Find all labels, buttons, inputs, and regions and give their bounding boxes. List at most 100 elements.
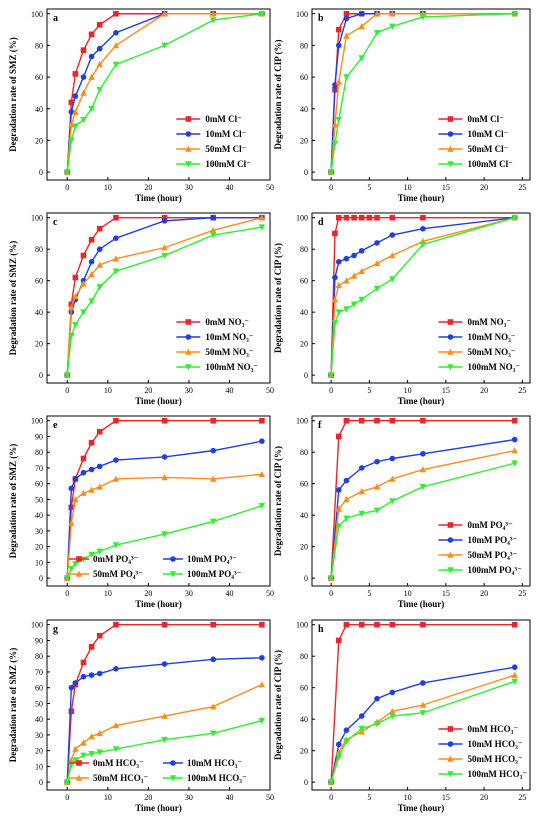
x-tick-label: 30 bbox=[185, 793, 193, 802]
y-tick-label: 20 bbox=[300, 136, 308, 145]
data-point bbox=[419, 701, 427, 708]
legend: 0mM PO₄³⁻ 10mM PO₄³⁻ 50mM PO₄³⁻ 100mM PO₄³⁻ bbox=[69, 554, 242, 579]
x-tick-label: 10 bbox=[404, 183, 412, 192]
x-tick-label: 20 bbox=[144, 589, 152, 598]
series-line bbox=[66, 217, 262, 376]
legend-label: 0mM Cl⁻ bbox=[205, 114, 242, 124]
data-point bbox=[335, 637, 342, 644]
data-point bbox=[64, 372, 71, 379]
data-point bbox=[358, 621, 365, 628]
legend-label: 50mM PO₄³⁻ bbox=[467, 550, 517, 560]
data-point bbox=[88, 258, 95, 265]
data-point bbox=[80, 309, 87, 316]
data-point bbox=[343, 74, 350, 81]
y-tick-label: 40 bbox=[35, 715, 43, 724]
legend-marker bbox=[447, 522, 454, 528]
data-point bbox=[96, 86, 103, 94]
x-axis-title: Time (hour) bbox=[135, 599, 182, 609]
data-point bbox=[64, 169, 71, 176]
series-green bbox=[64, 502, 266, 582]
legend-label: 10mM Cl⁻ bbox=[467, 129, 508, 139]
chart-panel-c: c 0 10 20 30 40 50 0 20 40 60 80 100 Time (hour) Degra… bbox=[8, 212, 274, 406]
data-point bbox=[373, 507, 381, 514]
legend: 0mM Cl⁻ 10mM Cl⁻ 50mM Cl⁻ 100mM Cl⁻ bbox=[438, 114, 513, 169]
legend-marker bbox=[447, 348, 454, 355]
y-tick-label: 100 bbox=[31, 621, 43, 630]
data-point bbox=[96, 548, 103, 555]
y-axis-title: Degradation rate of SMZ (%) bbox=[8, 37, 18, 151]
data-point bbox=[210, 417, 217, 424]
plot-frame bbox=[46, 8, 271, 181]
legend-label: 0mM PO₄³⁻ bbox=[93, 554, 139, 564]
series-line bbox=[66, 657, 262, 783]
series-orange bbox=[64, 470, 266, 581]
data-point bbox=[210, 621, 217, 628]
data-point bbox=[96, 463, 103, 470]
x-tick-label: 10 bbox=[104, 793, 112, 802]
data-point bbox=[373, 285, 381, 292]
legend-marker bbox=[447, 567, 454, 574]
y-tick-label: 100 bbox=[296, 417, 308, 426]
data-point bbox=[113, 417, 119, 424]
data-point bbox=[511, 621, 518, 628]
data-point bbox=[389, 276, 396, 283]
data-point bbox=[259, 417, 265, 424]
data-point bbox=[88, 643, 95, 650]
y-tick-label: 50 bbox=[35, 699, 43, 708]
data-point bbox=[72, 476, 79, 482]
x-tick-label: 15 bbox=[442, 793, 450, 802]
data-point bbox=[258, 502, 266, 510]
legend-marker bbox=[169, 775, 177, 782]
data-point bbox=[258, 10, 266, 18]
legend-label: 10mM HCO₃⁻ bbox=[187, 758, 242, 768]
x-tick-label: 25 bbox=[518, 386, 526, 395]
series-line bbox=[330, 217, 515, 376]
chart-panel-g: g 0 10 20 30 40 50 0 10 20 30 40 50 60 70 80 90 100 Time (… bbox=[8, 619, 274, 813]
legend-marker bbox=[185, 334, 192, 340]
x-axis-title: Time (hour) bbox=[398, 193, 445, 203]
chart-panel-f: f 0 5 10 15 20 25 0 20 40 60 80 100 Time (hour) Degrad… bbox=[273, 415, 531, 609]
data-point bbox=[210, 475, 217, 482]
x-tick-label: 15 bbox=[442, 589, 450, 598]
legend-label: 10mM PO₄³⁻ bbox=[187, 554, 237, 564]
data-point bbox=[161, 42, 168, 49]
data-point bbox=[80, 117, 87, 124]
legend-label: 50mM HCO₃⁻ bbox=[93, 773, 148, 783]
series-line bbox=[66, 226, 263, 376]
x-tick-label: 30 bbox=[185, 183, 193, 192]
y-tick-label: 0 bbox=[39, 574, 43, 583]
x-tick-label: 10 bbox=[404, 793, 412, 802]
data-point bbox=[68, 137, 75, 144]
series-line bbox=[66, 473, 262, 579]
data-point bbox=[161, 712, 168, 719]
data-point bbox=[64, 779, 71, 786]
y-tick-label: 0 bbox=[39, 168, 43, 177]
legend-marker bbox=[75, 774, 83, 781]
data-point bbox=[80, 47, 87, 53]
y-tick-label: 80 bbox=[35, 41, 43, 50]
data-point bbox=[210, 518, 217, 525]
data-point bbox=[161, 417, 168, 424]
x-axis-title: Time (hour) bbox=[398, 803, 445, 813]
data-point bbox=[210, 232, 217, 239]
data-point bbox=[351, 214, 357, 221]
series-orange bbox=[64, 214, 266, 378]
x-axis-title: Time (hour) bbox=[398, 396, 445, 406]
legend-label: 50mM NO₃⁻ bbox=[205, 347, 253, 357]
y-tick-label: 100 bbox=[296, 10, 308, 19]
data-point bbox=[161, 454, 168, 460]
data-point bbox=[419, 14, 427, 21]
series-line bbox=[330, 217, 515, 376]
x-tick-label: 15 bbox=[442, 183, 450, 192]
legend-label: 10mM HCO₃⁻ bbox=[467, 739, 522, 749]
panel-letter: e bbox=[53, 420, 58, 431]
data-point bbox=[335, 42, 342, 49]
data-point bbox=[72, 93, 79, 99]
y-tick-label: 60 bbox=[300, 684, 308, 693]
y-tick-label: 20 bbox=[300, 543, 308, 552]
chart-panel-h: h 0 5 10 15 20 25 0 20 40 60 80 100 Time (hour) Degrad… bbox=[273, 619, 531, 813]
data-point bbox=[343, 738, 350, 745]
data-point bbox=[373, 721, 381, 728]
data-point bbox=[68, 99, 75, 106]
plot-frame bbox=[46, 212, 271, 384]
